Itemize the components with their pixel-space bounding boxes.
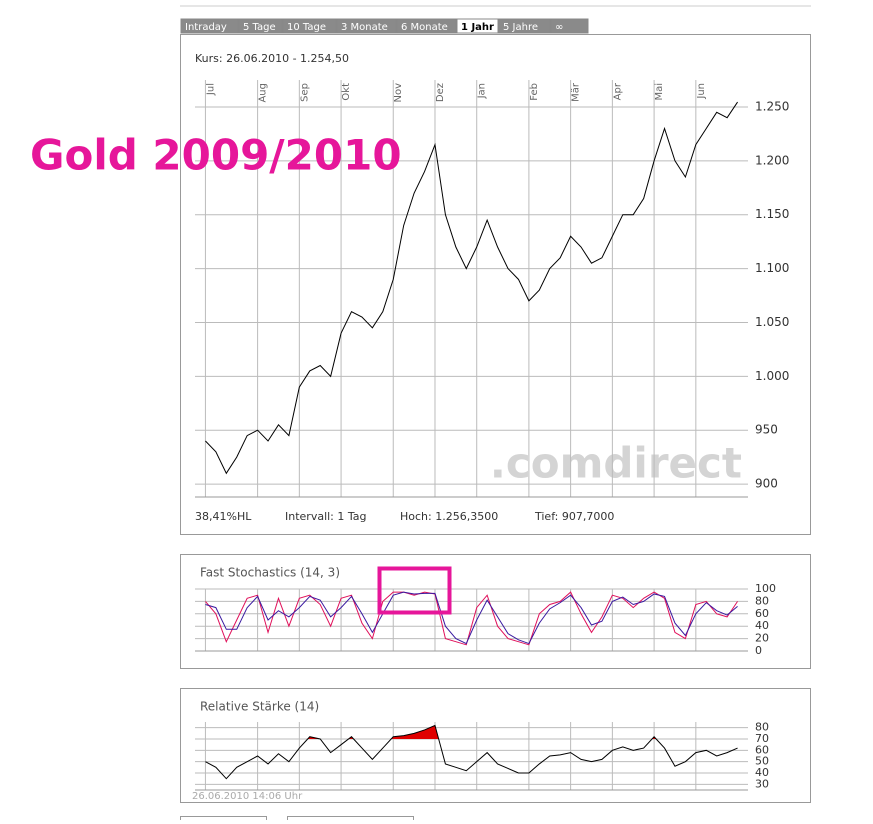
tab-label: 6 Monate bbox=[401, 22, 448, 33]
x-tick-label: Jul bbox=[205, 83, 216, 96]
line bbox=[205, 724, 738, 780]
timestamp: 26.06.2010 14:06 Uhr bbox=[192, 791, 303, 802]
y-tick-label: 1.000 bbox=[755, 369, 789, 383]
line bbox=[205, 591, 738, 645]
x-tick-label: Jan bbox=[477, 83, 488, 99]
tab-label: Intraday bbox=[185, 22, 227, 33]
tab[interactable] bbox=[180, 18, 239, 34]
stat: Intervall: 1 Tag bbox=[285, 510, 367, 523]
line bbox=[205, 101, 738, 475]
tab-label: 10 Tage bbox=[287, 22, 326, 33]
x-tick-label: Aug bbox=[258, 83, 269, 103]
tab-label: 1 Jahr bbox=[461, 22, 494, 33]
y-tick-label: 1.150 bbox=[755, 207, 789, 221]
y-tick-label: 40 bbox=[755, 619, 769, 632]
plots: 900 950 1.000 1.050 1.100 1.150 1.200 1.250 Jul A… bbox=[195, 80, 789, 791]
x-tick-label: Jun bbox=[696, 83, 707, 100]
tab-label: 5 Jahre bbox=[503, 22, 538, 33]
y-tick-label: 100 bbox=[755, 582, 776, 595]
y-tick-label: 60 bbox=[755, 607, 769, 620]
y-tick-label: 60 bbox=[755, 743, 769, 756]
y-tick-label: 20 bbox=[755, 632, 769, 645]
x-tick-label: Okt bbox=[341, 83, 352, 101]
x-tick-label: Dez bbox=[435, 83, 446, 102]
tab[interactable] bbox=[238, 18, 283, 34]
tab[interactable] bbox=[550, 18, 589, 34]
tab[interactable] bbox=[396, 18, 457, 34]
x-tick-label: Mai bbox=[654, 83, 665, 101]
stochastics-panel bbox=[180, 554, 811, 669]
x-tick-label: Mär bbox=[571, 82, 582, 102]
watermark: .comdirect bbox=[490, 439, 742, 488]
x-tick-label: Feb bbox=[529, 83, 540, 101]
y-tick-label: 950 bbox=[755, 423, 778, 437]
chart: 900 950 1.000 1.050 1.100 1.150 1.200 1.250 Jul A… bbox=[195, 80, 789, 498]
y-tick-label: 80 bbox=[755, 721, 769, 734]
button[interactable] bbox=[287, 816, 414, 824]
quote: Kurs: 26.06.2010 - 1.254,50 bbox=[195, 52, 349, 65]
rsi-panel bbox=[180, 688, 811, 803]
tab-bar: Intraday 5 Tage 10 Tage 3 Monate 6 Monate 1 J… bbox=[180, 18, 589, 34]
x-tick-label: Nov bbox=[393, 83, 404, 103]
y-tick-label: 40 bbox=[755, 766, 769, 779]
stat: 38,41%HL bbox=[195, 510, 252, 523]
tab-label: 3 Monate bbox=[341, 22, 388, 33]
tab-label: 5 Tage bbox=[243, 22, 276, 33]
y-tick-label: 1.200 bbox=[755, 153, 789, 167]
y-tick-label: 30 bbox=[755, 777, 769, 790]
y-tick-label: 50 bbox=[755, 755, 769, 768]
y-tick-label: 1.100 bbox=[755, 261, 789, 275]
button[interactable] bbox=[180, 816, 267, 824]
tab-label: ∞ bbox=[555, 22, 563, 33]
y-tick-label: 70 bbox=[755, 732, 769, 745]
tab[interactable] bbox=[282, 18, 337, 34]
price-panel bbox=[180, 34, 811, 535]
overlay-title: Gold 2009/2010 bbox=[30, 131, 402, 180]
highlight-box bbox=[377, 566, 452, 615]
x-tick-label: Sep bbox=[299, 83, 310, 102]
tab[interactable] bbox=[498, 18, 551, 34]
y-tick-label: 80 bbox=[755, 594, 769, 607]
x-tick-label: Apr bbox=[612, 82, 623, 100]
stat: Tief: 907,7000 bbox=[534, 510, 614, 523]
y-tick-label: 1.250 bbox=[755, 99, 789, 113]
y-tick-label: 900 bbox=[755, 477, 778, 491]
y-tick-label: 1.050 bbox=[755, 315, 789, 329]
stat: Hoch: 1.256,3500 bbox=[400, 510, 498, 523]
indicator-title: Relative Stärke (14) bbox=[200, 700, 319, 714]
y-tick-label: 0 bbox=[755, 644, 762, 657]
tab[interactable] bbox=[336, 18, 397, 34]
indicator-title: Fast Stochastics (14, 3) bbox=[200, 566, 340, 580]
tab[interactable] bbox=[456, 18, 499, 34]
